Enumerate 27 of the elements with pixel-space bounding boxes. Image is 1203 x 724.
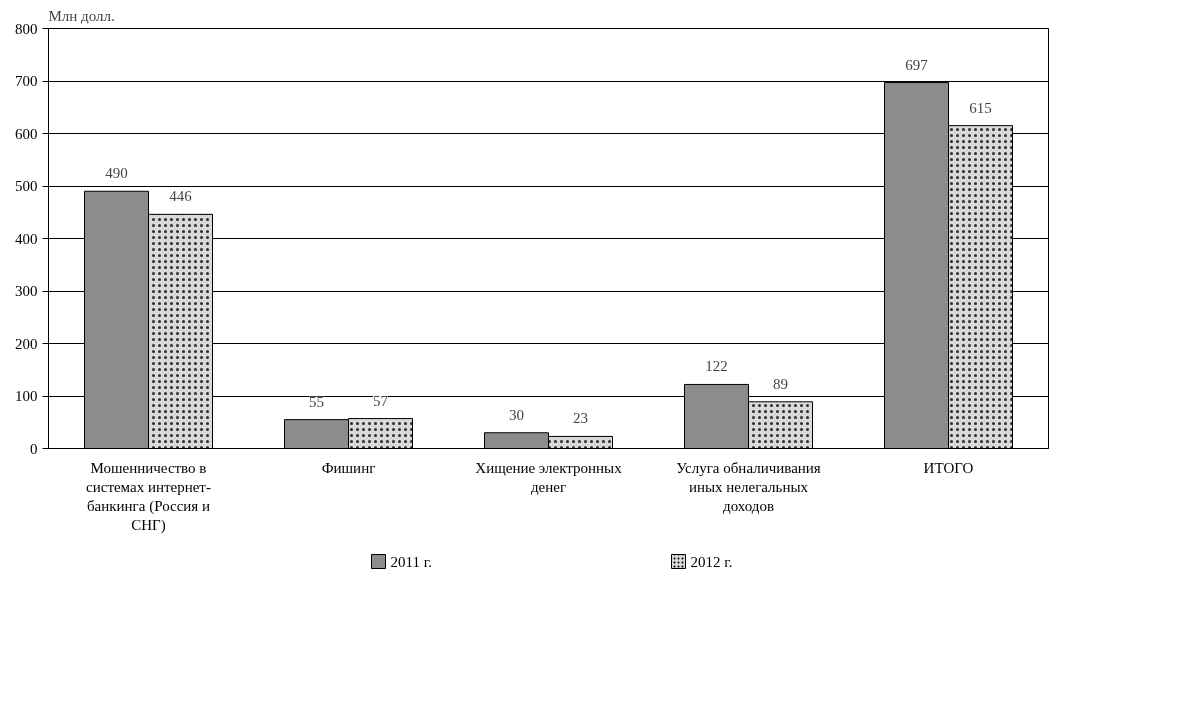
- legend-label: 2012 г.: [690, 553, 733, 570]
- y-tick-label: 700: [15, 73, 38, 89]
- data-label: 615: [969, 99, 992, 116]
- x-tick-label: Услуга обналичивания иных нелегальных доходов: [676, 459, 821, 514]
- data-label: 23: [573, 410, 588, 427]
- data-label: 490: [105, 165, 128, 182]
- data-label: 89: [773, 375, 788, 392]
- y-tick-label: 400: [15, 230, 38, 247]
- x-tick-label: Хищение электронных денег: [475, 459, 623, 495]
- x-tick-label: Мошенничество в системах интернет-банкинга (Россия и СНГ): [86, 459, 211, 535]
- y-tick-label: 800: [15, 20, 38, 37]
- y-tick-label: 500: [15, 178, 38, 194]
- y-tick-label: 300: [15, 283, 38, 299]
- y-tick-label: 200: [15, 335, 38, 352]
- data-label: 122: [705, 358, 728, 375]
- legend-label: 2011 г.: [390, 553, 432, 570]
- data-label: 697: [905, 56, 929, 73]
- y-tick-label: 600: [15, 125, 38, 142]
- data-label: 446: [169, 188, 193, 205]
- y-tick-label: 100: [15, 388, 38, 404]
- x-tick-label: ИТОГО: [923, 459, 974, 476]
- data-label: 57: [373, 392, 389, 409]
- y-tick-label: 0: [30, 440, 38, 457]
- y-axis-title: Млн долл.: [48, 7, 115, 24]
- data-label: 30: [509, 406, 524, 423]
- x-tick-label: Фишинг: [321, 459, 376, 476]
- data-label: 55: [309, 393, 324, 410]
